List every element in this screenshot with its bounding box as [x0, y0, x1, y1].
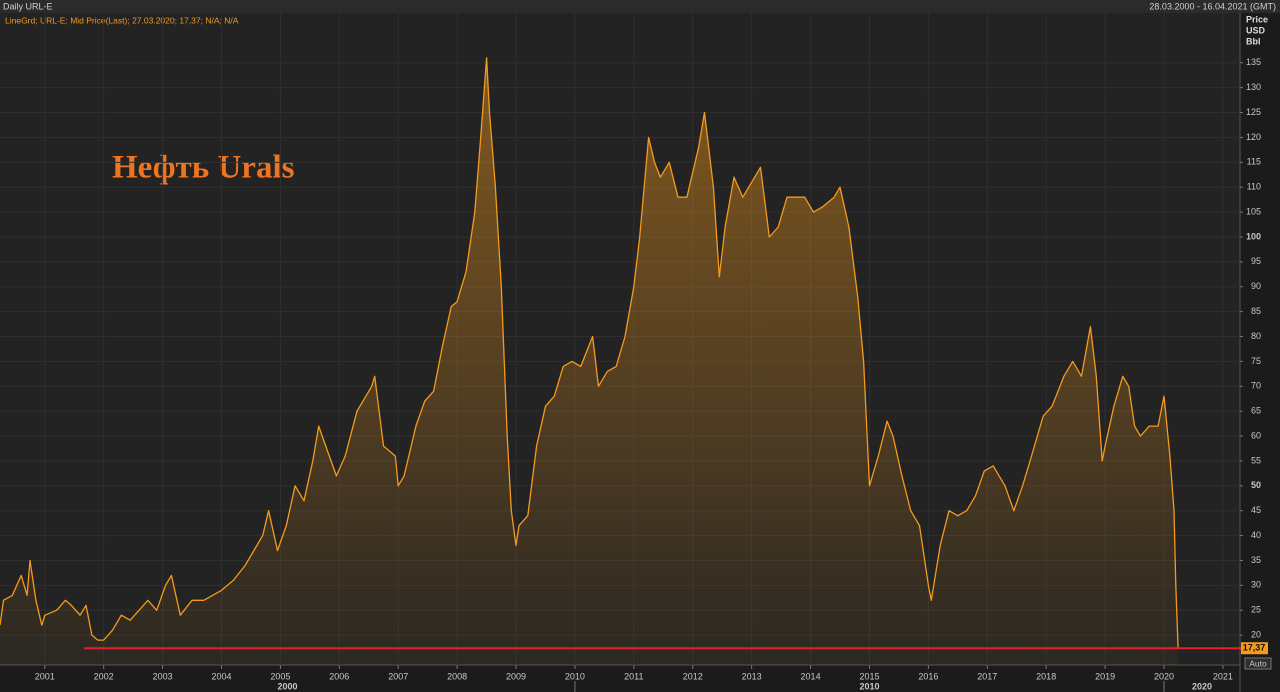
y-tick-label: 35	[1251, 555, 1261, 565]
x-tick-label: 2018	[1036, 671, 1056, 681]
y-tick-label: 60	[1251, 430, 1261, 440]
x-tick-label: 2010	[565, 671, 585, 681]
y-axis-panel	[1240, 13, 1280, 692]
x-tick-label: 2004	[211, 671, 231, 681]
x-tick-label: 2017	[977, 671, 997, 681]
x-tick-label: 2015	[859, 671, 879, 681]
y-tick-label: 90	[1251, 281, 1261, 291]
x-tick-label: 2003	[153, 671, 173, 681]
y-tick-label: 40	[1251, 530, 1261, 540]
auto-button[interactable]	[1244, 657, 1272, 670]
y-tick-label: 100	[1246, 231, 1261, 241]
y-tick-label: 50	[1251, 480, 1261, 490]
y-tick-label: 25	[1251, 605, 1261, 615]
y-tick-label: 20	[1251, 630, 1261, 640]
y-tick-label: 105	[1246, 206, 1261, 216]
area	[0, 57, 1179, 666]
x-tick-label: 2001	[35, 671, 55, 681]
y-tick-label: 120	[1246, 132, 1261, 142]
decade-label: 2020	[1192, 681, 1212, 691]
y-tick-label: 95	[1251, 256, 1261, 266]
x-tick-label: 2014	[801, 671, 821, 681]
header-bar	[0, 0, 1280, 13]
y-tick-label: 75	[1251, 356, 1261, 366]
last-value-box	[1241, 642, 1268, 655]
y-tick-label: 70	[1251, 381, 1261, 391]
y-tick-label: 110	[1247, 182, 1261, 192]
chart-title: Daily URL-E	[3, 1, 53, 11]
x-tick-label: 2020	[1154, 671, 1174, 681]
y-axis-label: Price	[1246, 14, 1268, 24]
y-tick-label: 130	[1246, 82, 1261, 92]
y-tick-label: 115	[1247, 157, 1261, 167]
x-tick-label: 2013	[742, 671, 762, 681]
x-tick-label: 2021	[1213, 671, 1233, 681]
y-axis-label: USD	[1246, 25, 1266, 35]
y-tick-label: 135	[1246, 57, 1261, 67]
y-tick-label: 80	[1251, 331, 1261, 341]
decade-label: 2000	[277, 681, 297, 691]
x-tick-label: 2005	[270, 671, 290, 681]
x-tick-label: 2007	[388, 671, 408, 681]
decade-label: 2010	[859, 681, 879, 691]
x-tick-label: 2012	[683, 671, 703, 681]
line	[0, 57, 1179, 649]
y-axis-label: Bbl	[1246, 36, 1261, 46]
date-range: 28.03.2000 - 16.04.2021 (GMT)	[1149, 1, 1276, 11]
auto-button-label[interactable]: Auto	[1249, 658, 1267, 668]
x-tick-label: 2008	[447, 671, 467, 681]
y-tick-label: 30	[1251, 580, 1261, 590]
y-tick-label: 65	[1251, 406, 1261, 416]
x-tick-label: 2019	[1095, 671, 1115, 681]
x-tick-label: 2002	[94, 671, 114, 681]
annotation: Нефть Urals	[112, 150, 295, 186]
y-tick-label: 125	[1246, 107, 1261, 117]
y-tick-label: 85	[1251, 306, 1261, 316]
last-value-label: 17,37	[1243, 643, 1266, 653]
x-tick-label: 2011	[624, 671, 643, 681]
legend-entry: LineGrd; URL-E; Mid Price(Last); 27.03.2…	[5, 15, 239, 25]
y-tick-label: 45	[1251, 505, 1261, 515]
x-tick-label: 2009	[506, 671, 526, 681]
y-tick-label: 55	[1251, 455, 1261, 465]
layer: 20 25 30 35 40 45 50 55 60 65 70 75 80 85 90 95 100 105 11…	[0, 13, 1268, 692]
x-tick-label: 2016	[918, 671, 938, 681]
x-tick-label: 2006	[329, 671, 349, 681]
